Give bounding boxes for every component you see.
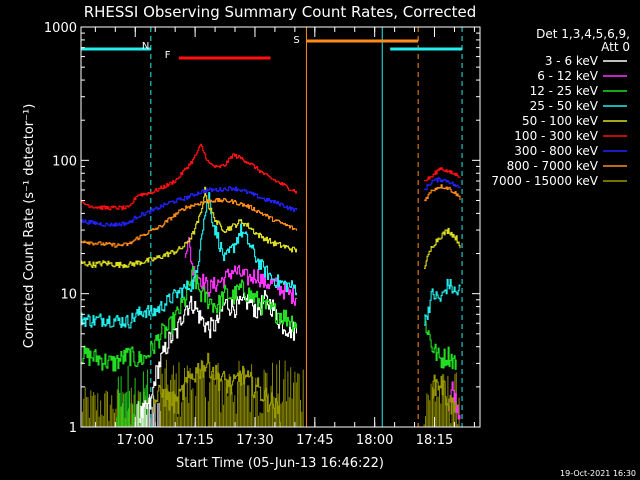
y-axis: 1 10 100 1000 xyxy=(44,21,480,436)
series-100-300-kev xyxy=(81,143,298,211)
plot-area: N F S xyxy=(81,27,463,427)
legend-label-300-800-kev: 300 - 800 keV xyxy=(514,144,598,158)
flag-label-f: F xyxy=(165,50,171,61)
series-12-25-kev-late xyxy=(424,314,457,370)
x-tick-label: 18:00 xyxy=(356,433,393,448)
series-12-25-kev xyxy=(81,266,298,372)
series-50-100-kev xyxy=(81,186,298,269)
y-tick-label: 1000 xyxy=(44,21,77,36)
chart-title: RHESSI Observing Summary Count Rates, Co… xyxy=(84,3,477,21)
y-tick-label: 10 xyxy=(60,288,77,303)
plot-frame xyxy=(80,26,481,428)
x-tick-label: 17:45 xyxy=(296,433,333,448)
series-100-300-kev-late xyxy=(424,167,461,182)
y-tick-label: 1 xyxy=(69,421,77,436)
series-25-50-kev-late xyxy=(424,278,461,326)
series-300-800-kev-late xyxy=(424,177,461,191)
legend-label-800-7000-kev: 800 - 7000 keV xyxy=(507,159,599,173)
series-7000-15000-kev xyxy=(152,352,282,427)
x-axis: 17:00 17:15 17:30 17:45 18:00 18:15 xyxy=(94,27,475,448)
series-25-50-kev xyxy=(81,192,298,329)
series-50-100-kev-late xyxy=(424,227,461,269)
plot-clip-group xyxy=(81,27,463,427)
x-tick-label: 18:15 xyxy=(416,433,453,448)
x-axis-label: Start Time (05-Jun-13 16:46:22) xyxy=(176,456,384,471)
legend-header: Det 1,3,4,5,6,9, xyxy=(536,27,630,41)
series-6-12-kev-late xyxy=(448,381,461,420)
legend-label-7000-15000-kev: 7000 - 15000 keV xyxy=(491,174,598,188)
legend-label-100-300-kev: 100 - 300 keV xyxy=(514,129,598,143)
x-tick-label: 17:15 xyxy=(176,433,213,448)
y-tick-label: 100 xyxy=(52,154,77,169)
x-tick-label: 17:00 xyxy=(117,433,154,448)
y-axis-label: Corrected Count Rate (s⁻¹ detector⁻¹) xyxy=(22,104,37,349)
series-7000-15000-kev-late xyxy=(432,374,457,415)
legend-label-50-100-kev: 50 - 100 keV xyxy=(522,114,599,128)
flag-label-s: S xyxy=(293,35,299,46)
x-tick-label: 17:30 xyxy=(236,433,273,448)
series-300-800-kev xyxy=(81,186,298,227)
legend-label-25-50-kev: 25 - 50 keV xyxy=(530,99,599,113)
legend-attenuator: Att 0 xyxy=(601,40,630,54)
footer-timestamp: 19-Oct-2021 16:30 xyxy=(560,469,636,478)
legend-label-12-25-kev: 12 - 25 keV xyxy=(530,84,599,98)
flag-label-n: N xyxy=(142,41,149,52)
series-800-7000-kev-late xyxy=(424,184,461,202)
legend-label-3-6-kev: 3 - 6 keV xyxy=(545,54,599,68)
series-6-12-kev xyxy=(184,237,298,306)
legend-label-6-12-kev: 6 - 12 keV xyxy=(537,69,599,83)
series-800-7000-kev xyxy=(81,197,298,248)
